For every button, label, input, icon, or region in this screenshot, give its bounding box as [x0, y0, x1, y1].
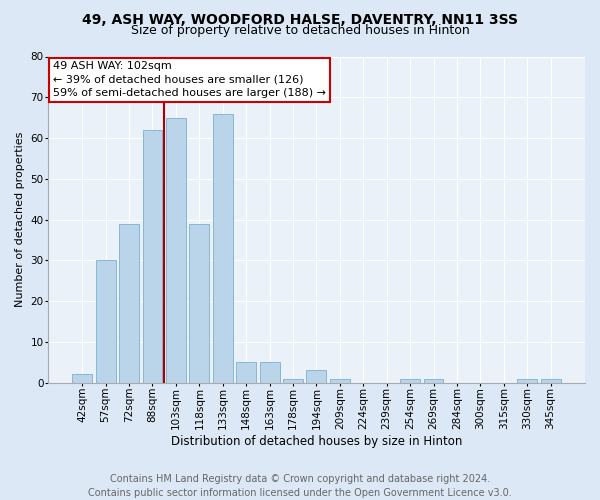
Text: Contains HM Land Registry data © Crown copyright and database right 2024.
Contai: Contains HM Land Registry data © Crown c… [88, 474, 512, 498]
Bar [95, 260, 116, 382]
Bar [541, 378, 560, 382]
Text: 49, ASH WAY, WOODFORD HALSE, DAVENTRY, NN11 3SS: 49, ASH WAY, WOODFORD HALSE, DAVENTRY, N… [82, 12, 518, 26]
Y-axis label: Number of detached properties: Number of detached properties [15, 132, 25, 308]
Bar [213, 114, 233, 382]
Bar [72, 374, 92, 382]
Bar [236, 362, 256, 382]
X-axis label: Distribution of detached houses by size in Hinton: Distribution of detached houses by size … [171, 434, 462, 448]
Bar [143, 130, 163, 382]
Bar [330, 378, 350, 382]
Bar [424, 378, 443, 382]
Bar [307, 370, 326, 382]
Bar [190, 224, 209, 382]
Bar [400, 378, 420, 382]
Text: Size of property relative to detached houses in Hinton: Size of property relative to detached ho… [131, 24, 469, 37]
Bar [260, 362, 280, 382]
Bar [517, 378, 537, 382]
Bar [119, 224, 139, 382]
Bar [166, 118, 186, 382]
Text: 49 ASH WAY: 102sqm
← 39% of detached houses are smaller (126)
59% of semi-detach: 49 ASH WAY: 102sqm ← 39% of detached hou… [53, 62, 326, 98]
Bar [283, 378, 303, 382]
